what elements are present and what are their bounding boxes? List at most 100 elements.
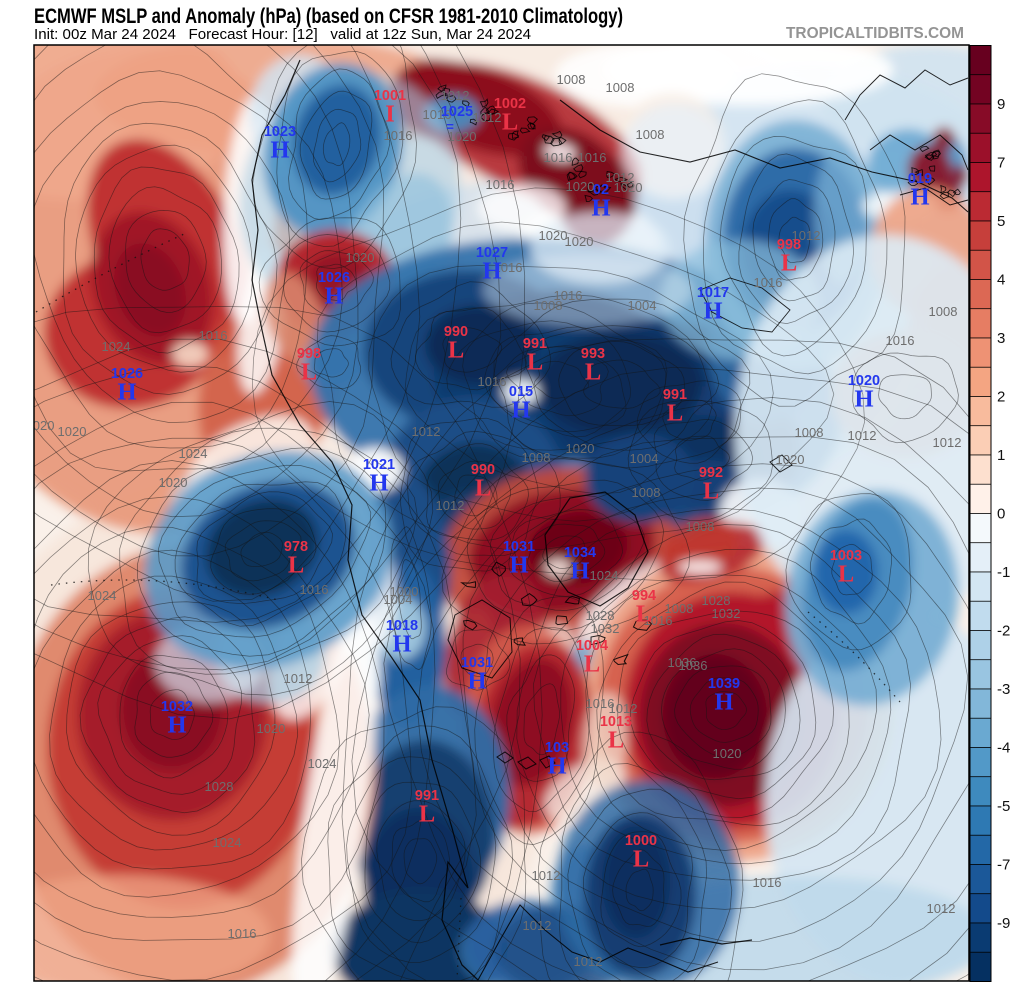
svg-text:990: 990 [444, 324, 468, 340]
svg-text:1024: 1024 [102, 339, 131, 354]
svg-text:L: L [584, 651, 600, 678]
svg-text:L: L [633, 846, 649, 873]
svg-text:1023: 1023 [264, 124, 296, 140]
svg-text:1008: 1008 [795, 425, 824, 440]
svg-text:015: 015 [509, 384, 533, 400]
svg-text:H: H [167, 712, 186, 739]
svg-text:1024: 1024 [213, 835, 242, 850]
svg-text:1020: 1020 [159, 475, 188, 490]
svg-text:-3: -3 [997, 681, 1010, 698]
svg-text:998: 998 [297, 346, 321, 362]
svg-text:L: L [288, 552, 304, 579]
svg-text:1020: 1020 [776, 452, 805, 467]
svg-text:0: 0 [997, 506, 1005, 523]
svg-text:1020: 1020 [614, 180, 643, 195]
svg-text:5: 5 [997, 213, 1005, 230]
svg-text:1018: 1018 [386, 618, 418, 634]
svg-text:1021: 1021 [363, 457, 395, 473]
svg-text:1012: 1012 [848, 428, 877, 443]
svg-text:H: H [591, 195, 610, 222]
svg-text:1016: 1016 [753, 875, 782, 890]
svg-text:L: L [838, 561, 854, 588]
svg-text:1008: 1008 [632, 485, 661, 500]
svg-text:H: H [270, 137, 289, 164]
svg-text:1032: 1032 [591, 621, 620, 636]
svg-text:1003: 1003 [830, 548, 862, 564]
svg-text:991: 991 [663, 387, 687, 403]
svg-text:1031: 1031 [503, 539, 535, 555]
svg-text:1012: 1012 [412, 424, 441, 439]
svg-text:1013: 1013 [600, 714, 632, 730]
svg-text:1020: 1020 [448, 129, 477, 144]
svg-text:1024: 1024 [590, 568, 619, 583]
svg-text:1016: 1016 [423, 107, 452, 122]
svg-text:1000: 1000 [625, 833, 657, 849]
svg-text:H: H [392, 631, 411, 658]
svg-text:L: L [502, 109, 518, 136]
svg-text:1020: 1020 [565, 234, 594, 249]
svg-text:L: L [448, 337, 464, 364]
svg-text:994: 994 [632, 588, 656, 604]
svg-text:I: I [385, 101, 395, 128]
svg-text:1036: 1036 [668, 655, 697, 670]
svg-text:1034: 1034 [564, 545, 596, 561]
svg-text:1032: 1032 [712, 606, 741, 621]
svg-text:1012: 1012 [792, 228, 821, 243]
svg-text:019: 019 [908, 171, 932, 187]
svg-text:1012: 1012 [523, 918, 552, 933]
svg-text:1020: 1020 [848, 373, 880, 389]
svg-text:L: L [475, 475, 491, 502]
svg-text:-5: -5 [997, 798, 1010, 815]
svg-text:1020: 1020 [713, 746, 742, 761]
svg-text:1027: 1027 [476, 245, 508, 261]
svg-text:1012: 1012 [606, 170, 635, 185]
svg-text:L: L [585, 359, 601, 386]
svg-text:H: H [703, 298, 722, 325]
svg-text:2: 2 [997, 389, 1005, 406]
svg-text:H: H [117, 379, 136, 406]
svg-text:TROPICALTIDBITS.COM: TROPICALTIDBITS.COM [786, 25, 964, 42]
svg-text:1004: 1004 [630, 451, 659, 466]
svg-text:1039: 1039 [708, 676, 740, 692]
svg-text:3: 3 [997, 330, 1005, 347]
svg-text:1028: 1028 [205, 779, 234, 794]
svg-text:L: L [301, 359, 317, 386]
svg-text:1016: 1016 [754, 275, 783, 290]
svg-text:1008: 1008 [665, 601, 694, 616]
svg-text:1004: 1004 [384, 592, 413, 607]
svg-text:1008: 1008 [522, 450, 551, 465]
svg-text:1016: 1016 [384, 128, 413, 143]
svg-text:L: L [703, 478, 719, 505]
svg-text:1016: 1016 [228, 926, 257, 941]
svg-text:-9: -9 [997, 915, 1010, 932]
svg-text:1020: 1020 [58, 424, 87, 439]
svg-text:L: L [667, 400, 683, 427]
svg-text:1028: 1028 [586, 608, 615, 623]
svg-text:H: H [547, 753, 566, 780]
svg-text:991: 991 [415, 788, 439, 804]
svg-text:1002: 1002 [494, 96, 526, 112]
svg-text:H: H [324, 283, 343, 310]
svg-text:1000: 1000 [390, 584, 419, 599]
svg-text:-7: -7 [997, 857, 1010, 874]
svg-text:02: 02 [593, 182, 609, 198]
svg-text:1016: 1016 [544, 150, 573, 165]
svg-text:1017: 1017 [697, 285, 729, 301]
svg-text:1025: 1025 [441, 104, 473, 120]
svg-text:1012: 1012 [473, 110, 502, 125]
svg-text:1004: 1004 [628, 298, 657, 313]
svg-text:1012: 1012 [927, 901, 956, 916]
svg-text:1020: 1020 [26, 418, 55, 433]
svg-text:H: H [910, 184, 929, 211]
svg-text:1016: 1016 [886, 333, 915, 348]
svg-text:1008: 1008 [606, 80, 635, 95]
svg-text:1020: 1020 [566, 441, 595, 456]
svg-text:1024: 1024 [179, 446, 208, 461]
svg-text:L: L [419, 801, 435, 828]
svg-text:1: 1 [997, 447, 1005, 464]
svg-text:1031: 1031 [461, 655, 493, 671]
svg-text:1026: 1026 [318, 270, 350, 286]
svg-text:9: 9 [997, 96, 1005, 113]
svg-text:L: L [636, 601, 652, 628]
svg-text:1016: 1016 [554, 288, 583, 303]
